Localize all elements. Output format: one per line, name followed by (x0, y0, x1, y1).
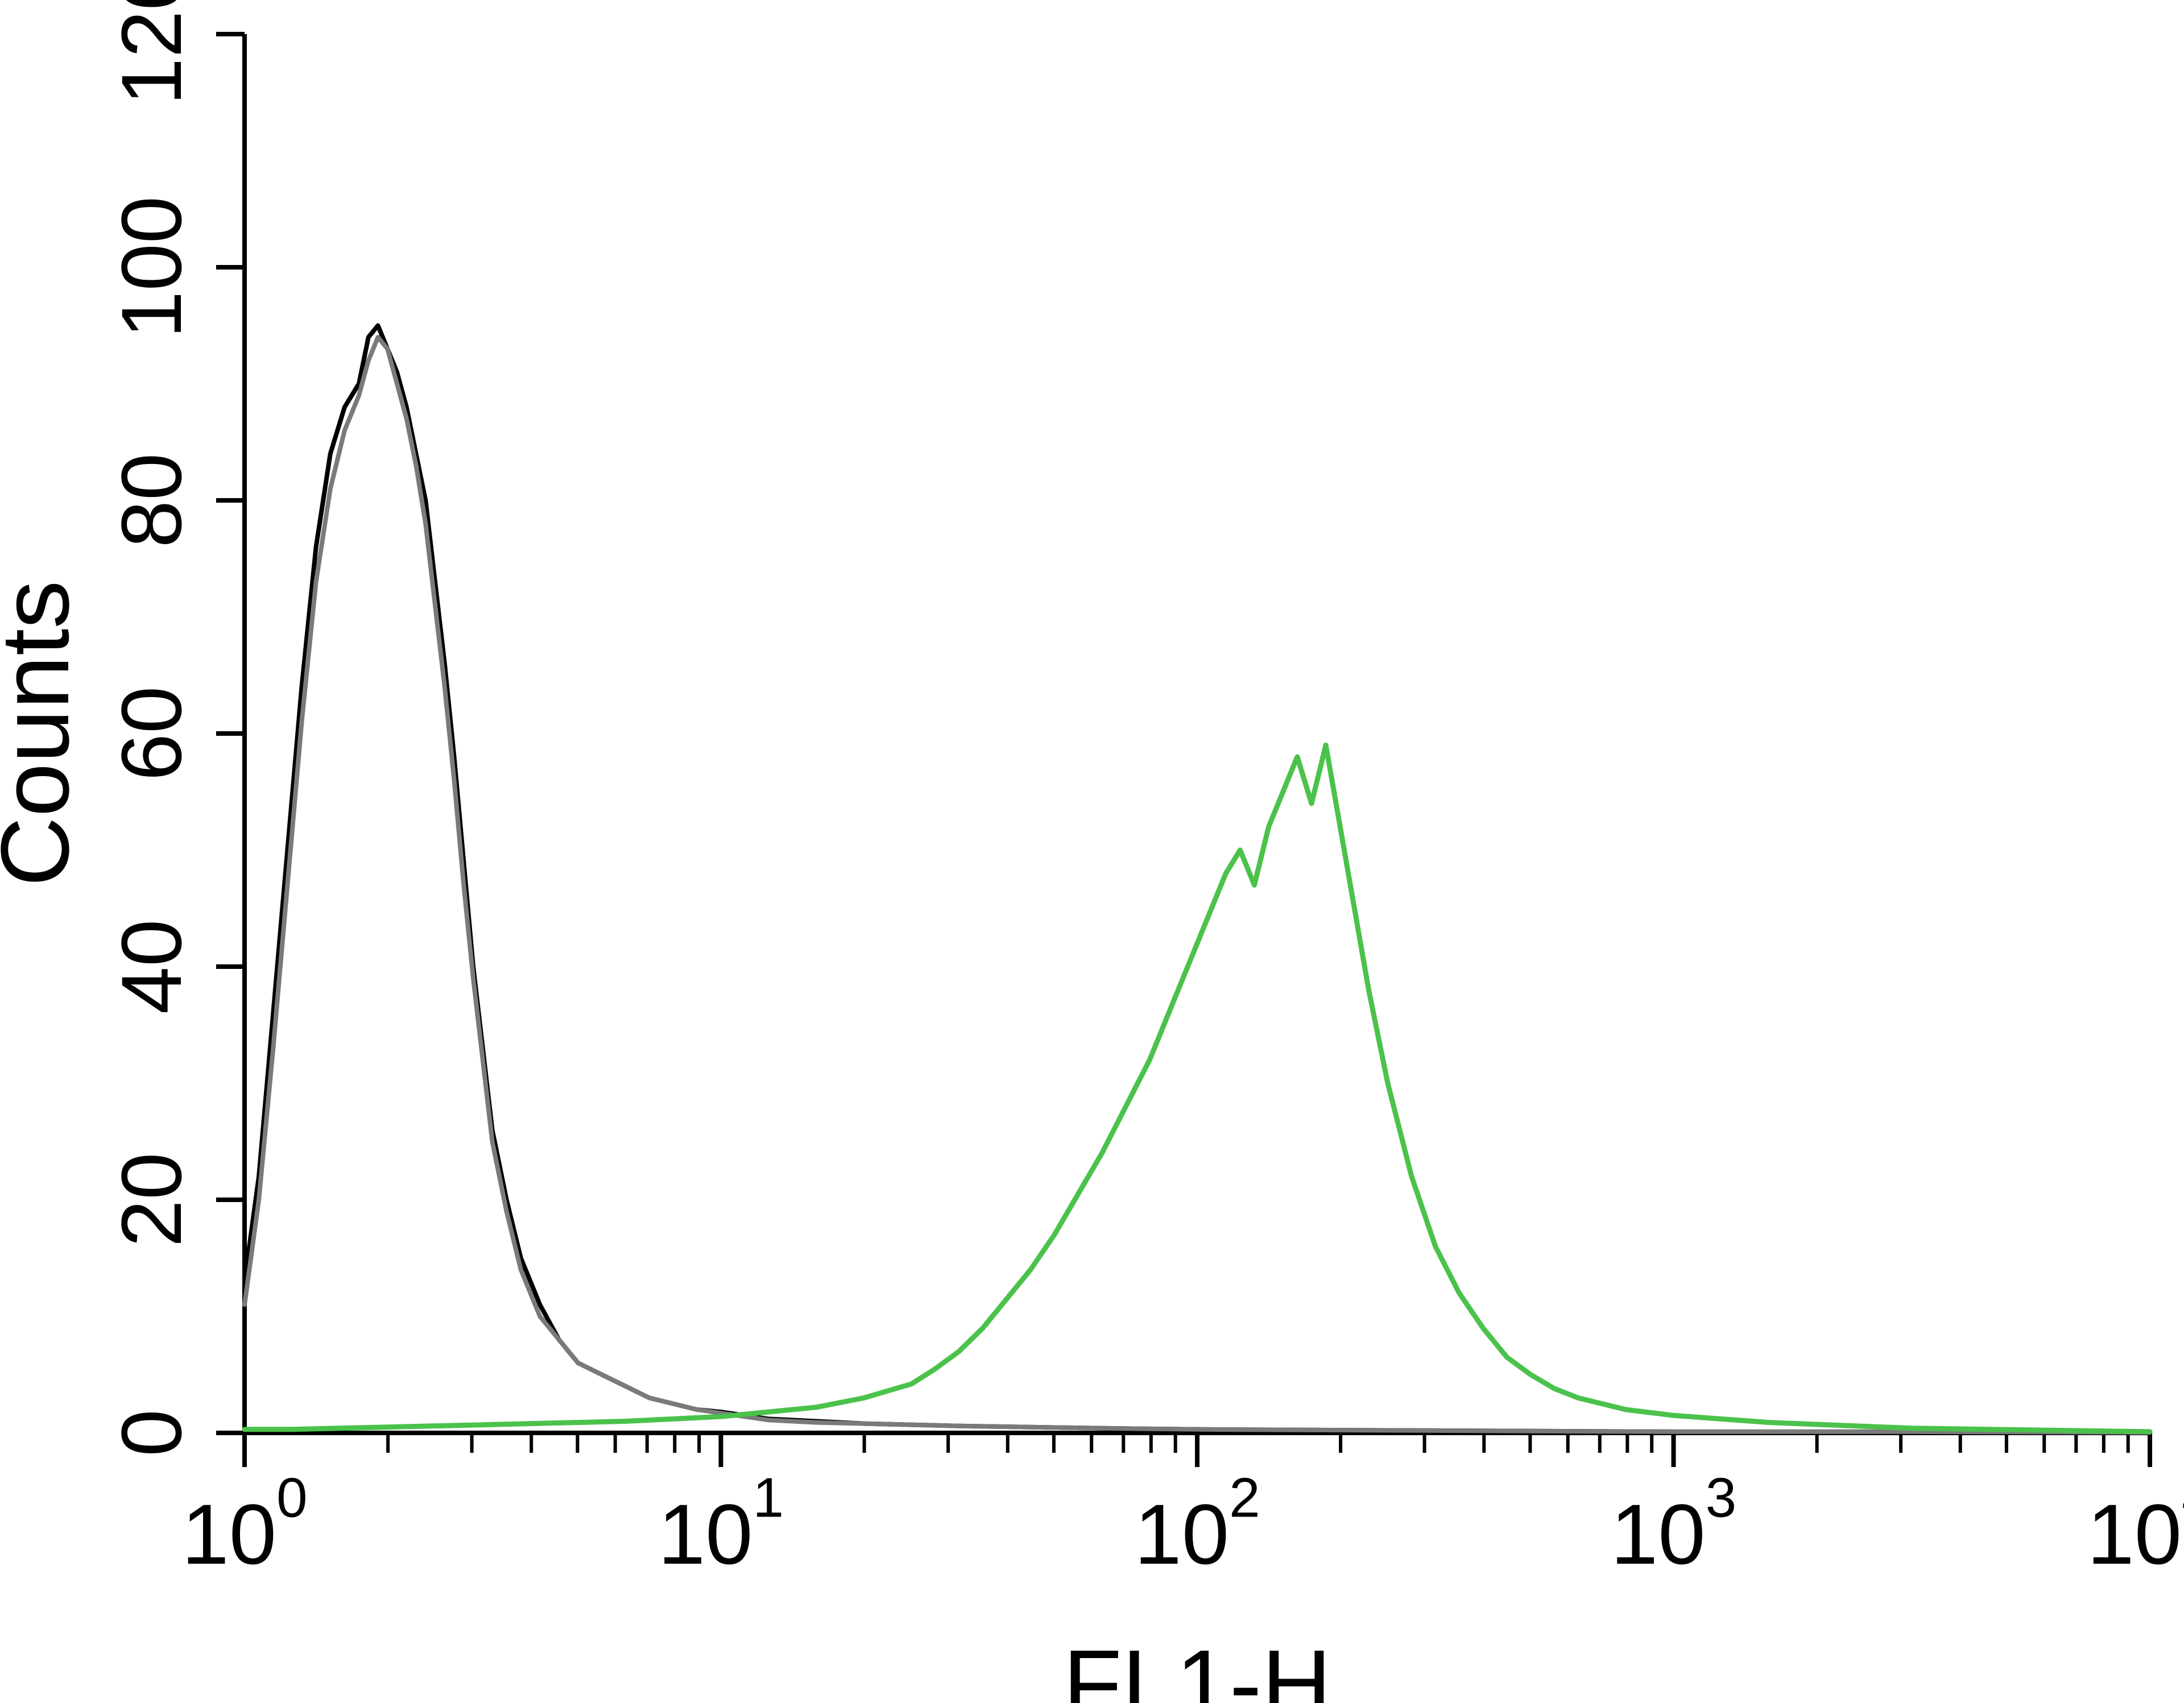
y-axis-label: Counts (0, 581, 89, 887)
y-tick-label: 0 (104, 1409, 199, 1456)
x-tick-label: 104 (2087, 1466, 2184, 1582)
x-tick-label: 102 (1134, 1466, 1260, 1582)
x-tick-label: 101 (658, 1466, 784, 1582)
y-tick-label: 20 (104, 1153, 199, 1248)
y-tick-label: 100 (104, 196, 199, 338)
series-sample-green (245, 745, 2150, 1432)
series-control-black (245, 326, 2150, 1433)
flow-cytometry-histogram: 0 20 40 60 80 100 120 Counts 100 101 102 103 104 FL1-… (0, 0, 2184, 1703)
x-tick-label: 100 (181, 1466, 307, 1582)
chart-svg: 0 20 40 60 80 100 120 Counts 100 101 102 103 104 FL1-… (0, 0, 2184, 1703)
y-tick-label: 120 (104, 0, 199, 105)
x-axis-label: FL1-H (1063, 1630, 1331, 1703)
x-tick-label: 103 (1611, 1466, 1736, 1582)
series-control-grey (245, 337, 2150, 1432)
y-tick-label: 60 (104, 686, 199, 781)
y-tick-label: 40 (104, 919, 199, 1014)
y-tick-label: 80 (104, 453, 199, 548)
